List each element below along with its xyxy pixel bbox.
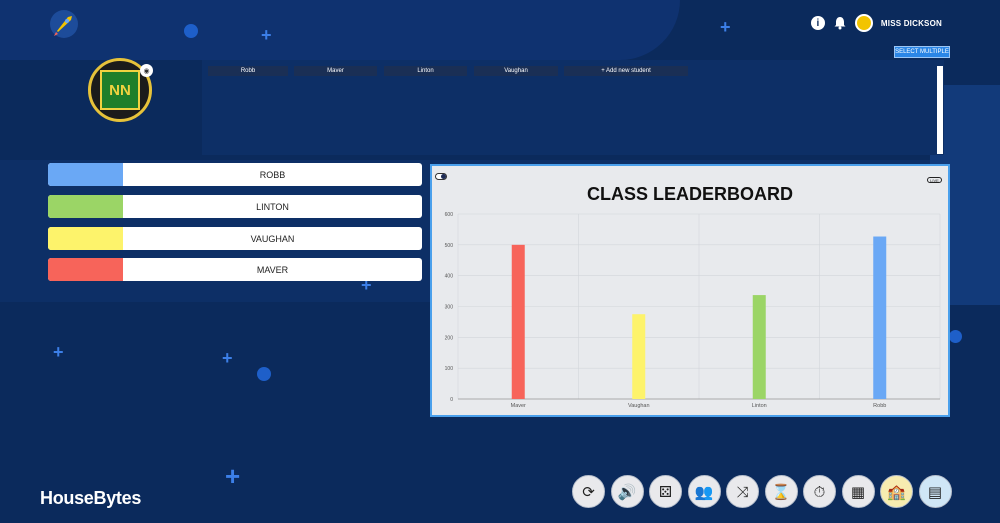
user-name[interactable]: MISS DICKSON [880,18,942,28]
tool-bar: ⟳ 🔊 ⚄ 👥 ⤨ ⌛ ⏱ ▦ 🏫 ▤ [572,475,952,508]
y-tick-label: 100 [445,366,454,372]
shuffle-icon[interactable]: ⤨ [726,475,759,508]
student-tab[interactable]: Maver [294,66,377,76]
toggle-switch[interactable] [435,173,447,180]
leaderboard-title: CLASS LEADERBOARD [586,184,793,204]
live-badge[interactable]: LIVE [927,177,942,183]
rocket-logo-icon[interactable] [48,8,80,40]
y-tick-label: 400 [445,274,454,280]
house-name: MAVER [256,264,289,275]
camera-icon[interactable]: ◉ [140,64,153,77]
student-tab[interactable]: Linton [384,66,467,76]
decor-dot [257,367,271,381]
bar-maver [511,244,525,399]
decor-plus: + [720,17,731,37]
bell-icon[interactable] [833,16,847,30]
school-crest-icon: NN [100,70,140,110]
y-tick-label: 500 [445,243,454,249]
school-icon[interactable]: 🏫 [880,475,913,508]
house-row-linton[interactable]: LINTON [48,195,422,218]
y-tick-label: 600 [445,212,454,218]
house-color-swatch [48,163,123,186]
x-tick-label: Linton [752,403,767,409]
x-tick-label: Robb [873,403,886,409]
y-tick-label: 200 [445,335,454,341]
seating-chart-icon[interactable]: ▤ [918,475,952,508]
decor-plus: + [53,342,64,362]
decor-dot [949,330,962,343]
decor-plus: + [225,461,241,491]
stopwatch-icon[interactable]: ⏱ [803,475,836,508]
house-color-swatch [48,227,123,250]
house-row-robb[interactable]: ROBB [48,163,422,186]
select-multiple-button[interactable]: SELECT MULTIPLE [894,46,950,58]
decor-plus: + [222,348,233,368]
decor-plus: + [361,275,372,295]
house-name: LINTON [256,201,289,212]
decor-dot [184,24,198,38]
scrollbar[interactable] [937,66,943,154]
house-color-swatch [48,195,123,218]
classroom-icon[interactable]: ▦ [841,475,875,508]
house-color-swatch [48,258,123,281]
group-icon[interactable]: 👥 [687,475,721,508]
add-student-button[interactable]: + Add new student [564,66,688,76]
avatar[interactable] [854,14,873,32]
leaderboard-panel: LIVE CLASS LEADERBOARD 0 100 200 300 400 500 6… [430,164,950,417]
house-row-vaughan[interactable]: VAUGHAN [48,227,422,250]
bar-linton [752,295,766,399]
bar-vaughan [632,314,646,399]
dice-icon[interactable]: ⚄ [649,475,682,508]
user-menu: i MISS DICKSON [810,14,942,32]
student-tab[interactable]: Vaughan [474,66,558,76]
refresh-icon[interactable]: ⟳ [572,475,605,508]
bar-robb [873,236,887,399]
y-tick-label: 300 [445,305,454,311]
house-name: VAUGHAN [250,233,295,244]
leaderboard-chart: 0 100 200 300 400 500 600 Maver Vaughan Linton Rob… [445,212,941,409]
info-icon[interactable]: i [810,16,825,30]
decor-plus: + [261,25,272,45]
house-name: ROBB [259,169,286,180]
x-tick-label: Vaughan [628,403,650,409]
student-tab[interactable]: Robb [208,66,288,76]
house-row-maver[interactable]: MAVER [48,258,422,281]
hourglass-icon[interactable]: ⌛ [764,475,798,508]
y-tick-label: 0 [450,397,453,403]
x-tick-label: Maver [511,403,526,409]
volume-icon[interactable]: 🔊 [610,475,644,508]
student-panel: Robb Maver Linton Vaughan + Add new stud… [202,60,944,155]
brand-logo: HouseBytes [40,488,142,508]
background-top-shape [0,0,680,60]
